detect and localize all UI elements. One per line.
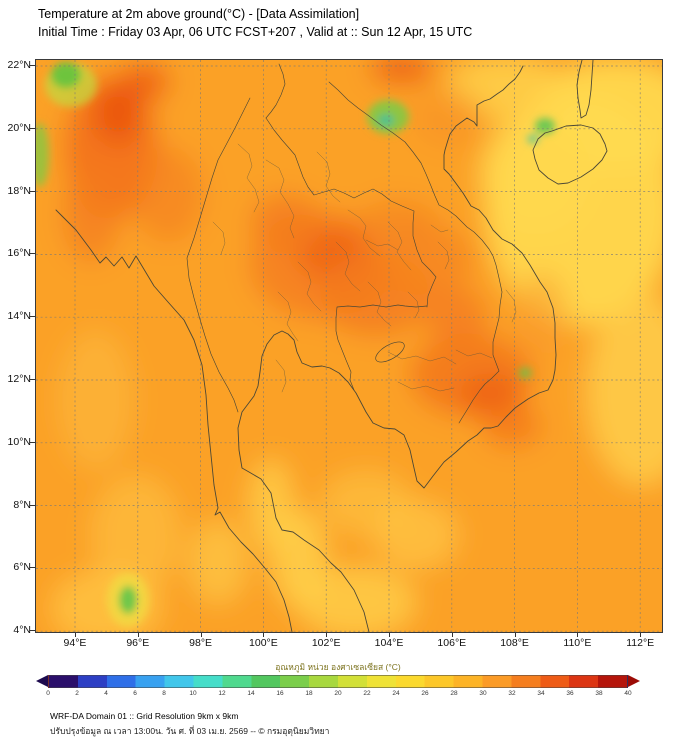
lon-tick-mark [137,633,139,637]
lat-tick-label: 8°N [13,498,31,511]
lon-tick-label: 104°E [374,637,404,649]
colorbar-tick-label: 24 [392,690,400,697]
latlon-gridlines [36,60,662,632]
lon-tick-label: 98°E [189,637,213,649]
lon-tick-mark [200,633,202,637]
lon-tick-mark [75,633,76,637]
page-subtitle: Initial Time : Friday 03 Apr, 06 UTC FCS… [38,25,473,39]
tonle-sap-lake [375,341,405,363]
colorbar-right-arrow [628,675,640,687]
lat-tick-label: 18°N [7,184,31,197]
colorbar-tick-label: 4 [104,690,108,697]
colorbar-tick-label: 6 [133,690,137,697]
lon-tick-mark [577,633,579,637]
colorbar-tick-label: 18 [305,690,313,697]
lat-tick-label: 10°N [7,435,31,448]
lon-tick-label: 108°E [500,637,529,649]
lon-tick-label: 102°E [311,637,341,649]
colorbar-ticks: 0 2 4 6 8 10 12 14 16 18 20 22 24 26 28 30 32 34 36 38 40 [36,690,640,700]
colorbar-tick-label: 14 [247,690,255,697]
lat-tick-label: 6°N [13,561,31,574]
footer-domain-info: WRF-DA Domain 01 :: Grid Resolution 9km … [50,711,239,721]
lat-tick-label: 12°N [7,373,31,385]
colorbar-tick-label: 36 [566,690,574,697]
lon-tick-label: 100°E [249,637,278,649]
island-coast-hainan [532,60,608,185]
colorbar-tick-label: 22 [363,690,371,697]
lon-tick-mark [263,633,265,637]
lon-tick-mark [326,633,328,637]
lat-tick-label: 20°N [7,121,31,134]
coastline [55,65,557,632]
lon-tick-mark [389,633,390,637]
colorbar-tick-label: 10 [189,690,197,697]
lat-tick-label: 4°N [13,624,31,637]
boundary-layer [55,60,608,632]
lon-tick-label: 112°E [626,637,655,649]
colorbar-tick-label: 16 [276,690,284,697]
national-border-north [265,63,286,119]
colorbar-tick-label: 38 [595,690,603,697]
province-boundaries [212,143,517,393]
national-border-laos-vietnam [328,81,503,424]
lat-tick-label: 22°N [7,59,31,71]
lon-tick-label: 96°E [126,637,150,649]
colorbar-tick-label: 40 [624,690,632,697]
colorbar-tick-label: 12 [218,690,226,697]
lon-tick-label: 110°E [563,637,592,649]
colorbar-tick-label: 34 [537,690,545,697]
colorbar-left-arrow [36,675,48,687]
colorbar-gradient [48,675,628,688]
colorbar-label: อุณหภูมิ หน่วย องศาเซลเซียส (°C) [275,662,401,672]
colorbar-tick-label: 2 [75,690,79,697]
lon-tick-mark [640,633,642,637]
colorbar [36,675,640,688]
footer-update-info: ปรับปรุงข้อมูล ณ เวลา 13:00น. วัน ศ. ที่… [50,726,330,736]
page-title: Temperature at 2m above ground(°C) - [Da… [38,7,360,21]
colorbar-tick-label: 0 [46,690,50,697]
lat-tick-label: 14°N [7,310,31,323]
temperature-field-layer [36,60,662,632]
colorbar-tick-label: 30 [479,690,487,697]
colorbar-tick-label: 32 [508,690,516,697]
lon-tick-mark [451,633,453,637]
lon-tick-mark [514,633,516,637]
national-border-thailand-cambodia [335,304,428,391]
colorbar-tick-label: 28 [450,690,458,697]
map-plot [35,59,663,633]
lon-tick-label: 106°E [437,637,467,649]
lon-tick-label: 94°E [63,637,87,649]
temperature-field-svg [36,60,662,632]
colorbar-tick-label: 20 [334,690,342,697]
lat-tick-label: 16°N [7,247,31,260]
colorbar-tick-label: 26 [421,690,429,697]
national-border-thailand-laos [265,117,437,308]
colorbar-tick-label: 8 [162,690,166,697]
national-border-myanmar-thailand [186,97,251,413]
